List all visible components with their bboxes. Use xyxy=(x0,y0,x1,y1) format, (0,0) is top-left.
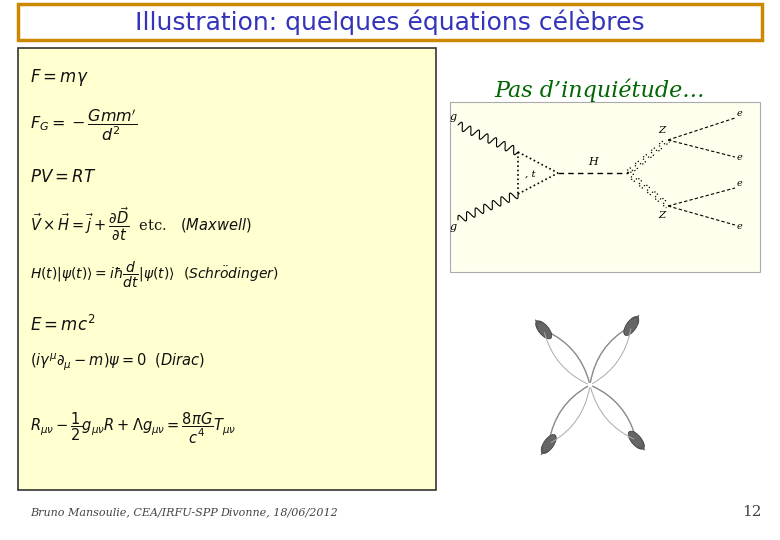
FancyBboxPatch shape xyxy=(450,102,760,272)
Text: $PV = RT$: $PV = RT$ xyxy=(30,168,97,186)
Text: e: e xyxy=(737,109,743,118)
Text: $E = mc^2$: $E = mc^2$ xyxy=(30,315,95,335)
Ellipse shape xyxy=(541,435,556,454)
Text: $(i\gamma^\mu\partial_\mu - m)\psi = 0$  $(Dirac)$: $(i\gamma^\mu\partial_\mu - m)\psi = 0$ … xyxy=(30,352,205,373)
FancyBboxPatch shape xyxy=(18,48,436,490)
Text: $\vec{V} \times \vec{H} = \vec{j} + \dfrac{\partial\vec{D}}{\partial t}$  etc.  : $\vec{V} \times \vec{H} = \vec{j} + \dfr… xyxy=(30,205,252,242)
FancyBboxPatch shape xyxy=(18,4,762,40)
Text: Bruno Mansoulie, CEA/IRFU-SPP: Bruno Mansoulie, CEA/IRFU-SPP xyxy=(30,507,218,517)
Text: Z: Z xyxy=(658,126,665,135)
Text: , t: , t xyxy=(525,170,536,179)
Text: Z: Z xyxy=(658,211,665,220)
Text: $R_{\mu\nu} - \dfrac{1}{2}g_{\mu\nu}R + \Lambda g_{\mu\nu} = \dfrac{8\pi G}{c^4}: $R_{\mu\nu} - \dfrac{1}{2}g_{\mu\nu}R + … xyxy=(30,410,236,445)
Text: Illustration: quelques équations célèbres: Illustration: quelques équations célèbre… xyxy=(135,9,645,35)
Text: e: e xyxy=(737,153,743,162)
Text: $F = m\gamma$: $F = m\gamma$ xyxy=(30,68,89,89)
Text: e: e xyxy=(737,179,743,188)
Ellipse shape xyxy=(628,431,644,449)
Ellipse shape xyxy=(536,321,551,339)
Text: e: e xyxy=(737,222,743,231)
Text: 12: 12 xyxy=(743,505,762,519)
Text: Pas d’inquiétude…: Pas d’inquiétude… xyxy=(495,78,705,102)
Text: g: g xyxy=(450,112,457,122)
Text: $F_G = -\dfrac{Gmm'}{d^2}$: $F_G = -\dfrac{Gmm'}{d^2}$ xyxy=(30,106,137,144)
Text: $H(t)|\psi(t)\rangle = i\hbar\dfrac{d}{dt}|\psi(t)\rangle$  $(Schr\ddot{o}dinger: $H(t)|\psi(t)\rangle = i\hbar\dfrac{d}{d… xyxy=(30,260,278,290)
Text: H: H xyxy=(588,157,597,167)
Text: g: g xyxy=(450,222,457,232)
Text: Divonne, 18/06/2012: Divonne, 18/06/2012 xyxy=(220,507,338,517)
Ellipse shape xyxy=(624,316,639,335)
